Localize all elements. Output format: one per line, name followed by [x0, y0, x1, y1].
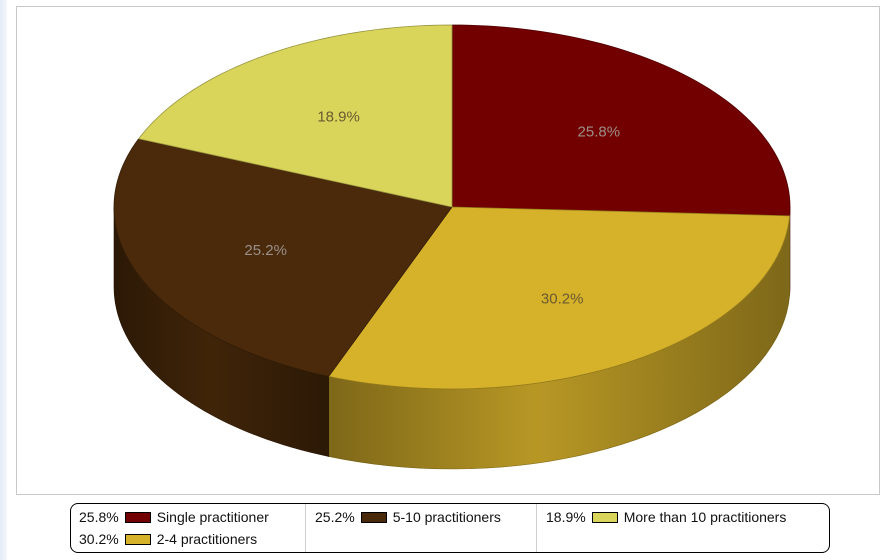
pie-label-more-than-10-practitioners: 18.9%	[317, 109, 360, 126]
legend-pct: 30.2%	[79, 531, 119, 547]
pie-labels: 25.8% 30.2% 25.2% 18.9%	[244, 109, 620, 308]
pie-slice-more-than-10-practitioners	[137, 24, 453, 208]
legend-label: More than 10 practitioners	[623, 509, 787, 525]
pie-slice-5-10-practitioners	[113, 138, 453, 377]
legend-label: 2-4 practitioners	[156, 531, 258, 547]
legend: 25.8% Single practitioner 30.2% 2-4 prac…	[70, 503, 830, 553]
legend-divider	[305, 504, 306, 552]
legend-item-more-than-10-practitioners: 18.9% More than 10 practitioners	[546, 507, 786, 527]
legend-swatch	[124, 511, 151, 523]
legend-swatch	[360, 511, 387, 523]
pie-top-faces	[113, 24, 791, 390]
legend-column-3: 18.9% More than 10 practitioners	[538, 504, 828, 552]
legend-label: 5-10 practitioners	[392, 509, 501, 525]
legend-divider	[536, 504, 537, 552]
pie-chart: 25.8% 30.2% 25.2% 18.9%	[113, 24, 791, 470]
legend-label: Single practitioner	[156, 509, 269, 525]
pie-wall-shading	[114, 207, 329, 457]
chart-frame: 25.8% 30.2% 25.2% 18.9%	[16, 6, 880, 495]
pie-label-single-practitioner: 25.8%	[578, 124, 621, 141]
pie-label-2-4-practitioners: 30.2%	[541, 291, 584, 308]
legend-swatch	[591, 511, 618, 523]
pie-slice-2-4-practitioners	[327, 206, 791, 390]
pie-label-5-10-practitioners: 25.2%	[244, 242, 287, 259]
legend-item-single-practitioner: 25.8% Single practitioner	[79, 507, 269, 527]
pie-slice-single-practitioner	[451, 24, 791, 217]
left-edge-strip	[0, 0, 7, 560]
legend-column-1: 25.8% Single practitioner 30.2% 2-4 prac…	[71, 504, 301, 552]
legend-item-2-4-practitioners: 30.2% 2-4 practitioners	[79, 529, 257, 549]
legend-pct: 25.2%	[315, 509, 355, 525]
legend-column-2: 25.2% 5-10 practitioners	[307, 504, 537, 552]
legend-swatch	[124, 533, 151, 545]
pie-wall-shading	[328, 215, 790, 469]
legend-pct: 25.8%	[79, 509, 119, 525]
legend-item-5-10-practitioners: 25.2% 5-10 practitioners	[315, 507, 501, 527]
legend-pct: 18.9%	[546, 509, 586, 525]
